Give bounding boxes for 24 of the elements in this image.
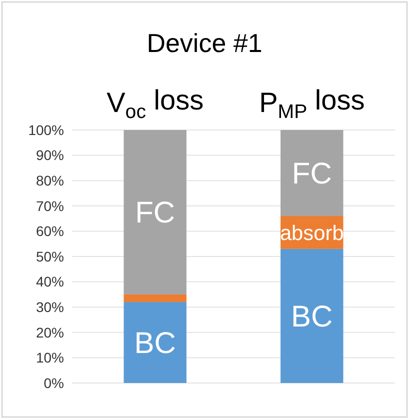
series-label: FC [135,196,176,230]
y-tick-label: 20% [36,324,64,340]
y-tick-label: 60% [36,223,64,240]
x-tick-label: P$_{MP}$ loss [259,84,365,123]
x-tick-label: V$_{oc}$ loss [106,84,204,123]
text: BC [291,300,333,334]
y-tick-label: 90% [36,147,64,164]
y-tick-label: 10% [36,350,64,366]
y-tick-label: 80% [36,172,64,188]
text: FC [292,158,332,191]
bar [124,294,186,302]
bar [280,248,344,383]
bar [280,130,344,216]
y-tick-label: 100% [28,122,64,138]
y-tick-label: 70% [36,198,64,214]
y-tick-label: 30% [36,299,64,315]
y-tick-label: 50% [36,248,64,264]
y-tick-label: 40% [36,274,64,290]
y-tick-label: 0% [44,374,64,391]
bar [124,302,186,383]
bar [124,130,186,294]
series-label: absorb [280,222,344,245]
chart-title: Device #1 [146,28,262,58]
series-label: BC [134,327,176,360]
